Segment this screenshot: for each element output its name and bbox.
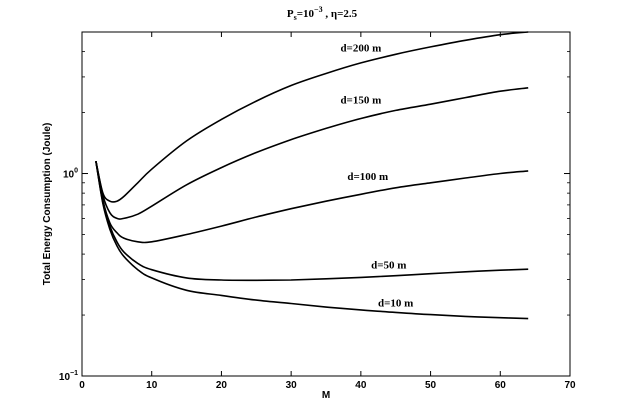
series-line-5 [95,161,529,320]
x-tick-labels: 0 10 20 30 40 50 60 70 [79,380,576,391]
x-tick-label: 60 [495,380,507,391]
series-lines [95,31,529,320]
x-tick-label: 0 [79,380,85,391]
y-axis-label: Total Energy Consumption (Joule) [42,123,53,286]
y-tick-labels: 10−1 100 [59,168,78,383]
series-line-2 [95,87,529,220]
plot-frame [81,31,571,377]
y-tick-label: 100 [63,168,78,181]
x-tick-label: 20 [216,380,228,391]
y-tick-label: 10−1 [59,370,78,383]
chart-title: Ps=10−3 , η=2.5 [287,5,358,22]
x-tick-label: 30 [286,380,298,391]
series-label-2: d=150 m [340,94,381,106]
x-tick-label: 70 [564,380,576,391]
series-label-5: d=10 m [378,298,413,310]
series-line-3 [95,161,529,244]
series-label-1: d=200 m [340,43,381,55]
x-tick-label: 50 [425,380,437,391]
x-tick-label: 10 [146,380,158,391]
series-label-4: d=50 m [371,259,406,271]
series-line-4 [95,161,529,282]
x-tick-label: 40 [355,380,367,391]
series-labels: d=200 m d=150 m d=100 m d=50 m d=10 m [340,43,413,310]
series-line-1 [95,31,529,203]
axis-ticks [81,31,571,377]
series-label-3: d=100 m [347,171,388,183]
x-axis-label: M [322,390,330,401]
